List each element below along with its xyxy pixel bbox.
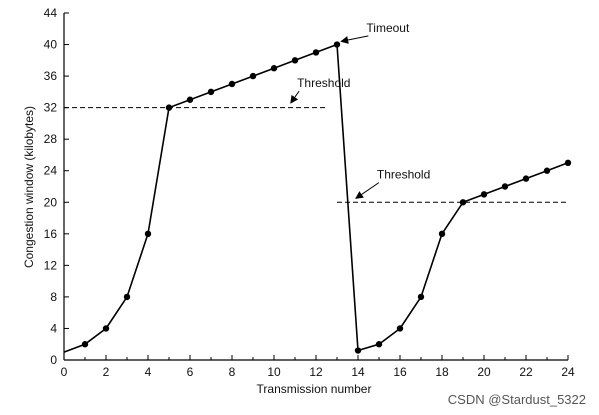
x-axis-title: Transmission number xyxy=(257,382,372,396)
x-tick-label: 14 xyxy=(351,365,365,379)
watermark-text: CSDN @Stardust_5322 xyxy=(448,392,586,407)
data-point xyxy=(459,199,467,206)
annotation-label: Threshold xyxy=(297,76,350,90)
x-tick-label: 2 xyxy=(103,365,110,379)
y-tick-label: 4 xyxy=(50,321,57,335)
x-tick-label: 22 xyxy=(519,365,533,379)
y-tick-label: 44 xyxy=(44,6,58,20)
y-axis-title: Congestion window (kilobytes) xyxy=(22,106,36,268)
data-point xyxy=(186,96,194,103)
x-tick-label: 24 xyxy=(561,365,575,379)
data-point xyxy=(501,183,509,190)
y-tick-label: 40 xyxy=(44,38,58,52)
x-tick-label: 8 xyxy=(229,365,236,379)
x-tick-label: 18 xyxy=(435,365,449,379)
data-point xyxy=(438,230,446,238)
data-point xyxy=(417,293,425,301)
y-tick-label: 36 xyxy=(44,69,58,83)
data-point xyxy=(144,230,152,238)
x-tick-label: 4 xyxy=(145,365,152,379)
y-tick-label: 12 xyxy=(44,258,58,272)
data-point xyxy=(375,341,383,348)
data-point xyxy=(354,347,362,354)
y-axis: 0 4 8 12 16 20 24 28 32 36 40 44 xyxy=(44,6,69,367)
x-axis: 0 2 4 6 8 10 12 14 16 18 20 22 24 xyxy=(61,355,575,379)
data-point xyxy=(564,159,572,167)
data-point xyxy=(102,325,110,332)
y-tick-label: 8 xyxy=(50,290,57,304)
x-tick-label: 6 xyxy=(187,365,194,379)
y-tick-label: 24 xyxy=(44,164,58,178)
data-point xyxy=(270,65,278,72)
x-tick-label: 20 xyxy=(477,365,491,379)
x-tick-label: 12 xyxy=(309,365,323,379)
data-point xyxy=(291,57,299,64)
annotation-label: Timeout xyxy=(366,21,410,35)
data-point xyxy=(522,175,530,182)
data-point xyxy=(312,49,320,56)
data-point xyxy=(396,325,404,332)
data-point xyxy=(81,341,89,348)
y-tick-label: 16 xyxy=(44,227,58,241)
annotation-arrow xyxy=(340,35,369,44)
annotation-layer: Threshold Threshold Timeout xyxy=(290,21,430,199)
series-layer xyxy=(63,41,572,354)
y-tick-label: 28 xyxy=(44,132,58,146)
series-line xyxy=(63,43,569,353)
annotation-arrow xyxy=(290,90,300,104)
data-point xyxy=(165,104,173,111)
data-point xyxy=(480,191,488,198)
threshold-lines xyxy=(64,107,568,203)
y-tick-label: 0 xyxy=(50,353,57,367)
x-tick-label: 10 xyxy=(267,365,281,379)
data-point xyxy=(249,72,257,80)
annotation-arrow xyxy=(355,182,380,199)
annotation-label: Threshold xyxy=(377,168,430,182)
y-tick-label: 32 xyxy=(44,101,58,115)
data-point xyxy=(333,41,341,48)
x-tick-label: 0 xyxy=(61,365,68,379)
data-point xyxy=(123,293,131,301)
data-point xyxy=(543,167,551,174)
data-point xyxy=(228,80,236,88)
data-point xyxy=(207,88,215,96)
y-tick-label: 20 xyxy=(44,195,58,209)
x-tick-label: 16 xyxy=(393,365,407,379)
